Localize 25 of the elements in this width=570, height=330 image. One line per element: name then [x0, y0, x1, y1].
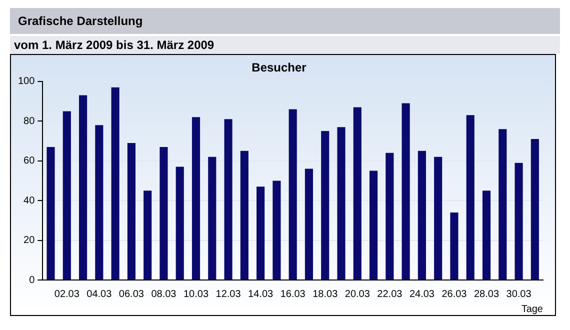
x-tick-label: 20.03 — [344, 288, 370, 300]
y-tick-label: 60 — [24, 156, 36, 167]
x-tick-label: 14.03 — [248, 288, 274, 300]
x-tick-label: 06.03 — [118, 288, 144, 300]
y-tick-label: 20 — [24, 235, 36, 246]
x-tick-label: 18.03 — [312, 288, 338, 300]
x-tick-label: 16.03 — [280, 288, 306, 300]
x-tick-label: 24.03 — [409, 288, 435, 300]
y-tick-label: 100 — [18, 76, 36, 88]
chart-title: Grafische Darstellung — [10, 8, 560, 34]
x-tick-label: 22.03 — [377, 288, 403, 300]
x-tick-label: 04.03 — [86, 288, 112, 300]
chart-subtitle: vom 1. März 2009 bis 31. März 2009 — [10, 36, 560, 54]
x-axis-title: Tage — [521, 304, 544, 315]
x-tick-label: 12.03 — [216, 288, 242, 300]
x-tick-label: 26.03 — [442, 288, 468, 300]
x-tick-label: 02.03 — [54, 288, 80, 300]
y-tick-label: 80 — [24, 116, 36, 127]
text: Besucher — [252, 60, 307, 75]
x-tick-label: 10.03 — [183, 288, 209, 300]
y-tick-label: 40 — [24, 195, 36, 206]
x-tick-label: 08.03 — [151, 288, 177, 300]
x-tick-label: 30.03 — [506, 288, 532, 300]
y-tick-label: 0 — [29, 274, 36, 286]
x-tick-label: 28.03 — [474, 288, 500, 300]
